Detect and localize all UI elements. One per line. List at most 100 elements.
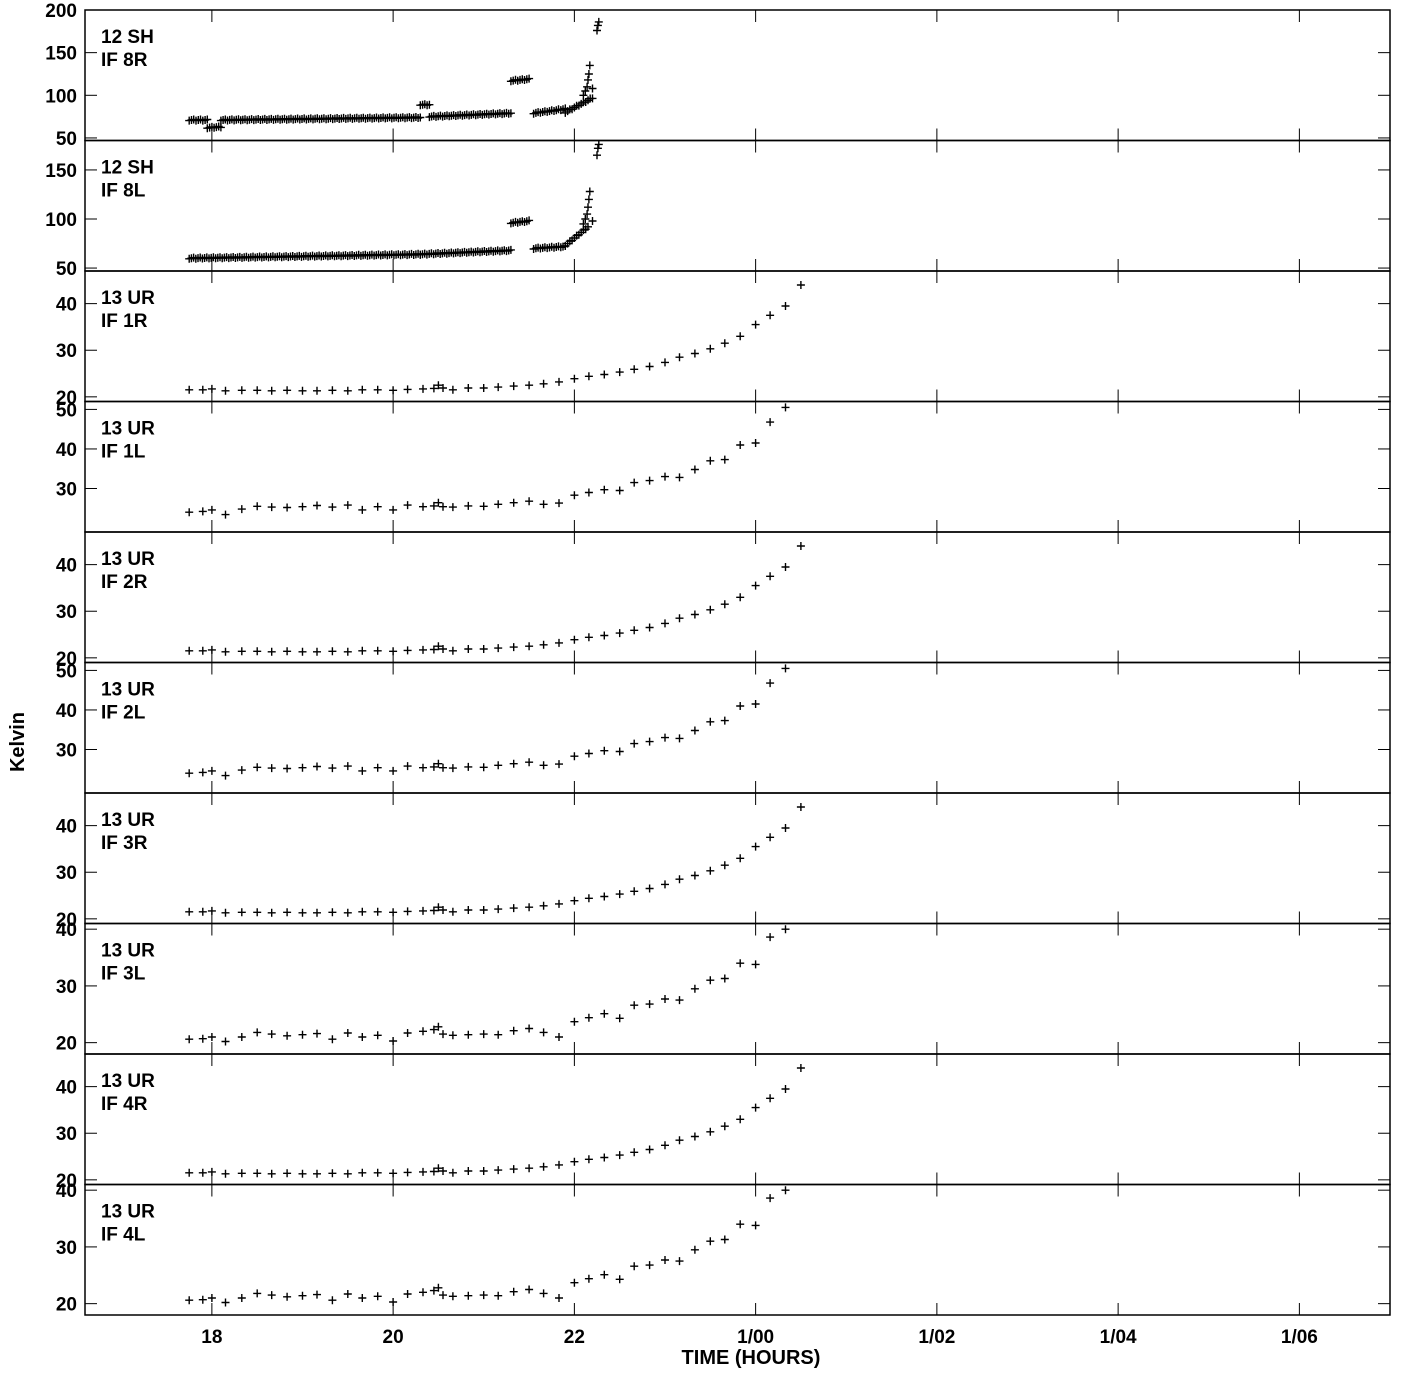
data-point [781, 664, 790, 673]
data-point [434, 1022, 443, 1031]
data-point [706, 866, 715, 875]
data-point [203, 115, 212, 124]
data-point [781, 925, 790, 934]
data-point [781, 563, 790, 571]
data-point [796, 542, 805, 550]
panel-label: 13 UR [101, 1071, 155, 1092]
data-point [675, 996, 684, 1005]
y-tick-label: 50 [56, 129, 77, 150]
data-point [429, 906, 438, 915]
data-point [429, 645, 438, 654]
y-tick-label: 40 [56, 920, 77, 941]
data-point [796, 803, 805, 811]
data-point [509, 904, 518, 913]
data-point [313, 1169, 321, 1178]
data-point [736, 854, 745, 863]
data-point [645, 623, 654, 632]
data-point [389, 1169, 398, 1178]
data-point [645, 1000, 654, 1009]
data-point [630, 1148, 639, 1157]
data-point [579, 219, 588, 228]
data-point [343, 1169, 352, 1178]
data-point [373, 1168, 382, 1177]
data-point [509, 1165, 518, 1174]
data-point [253, 647, 262, 656]
data-point [781, 824, 790, 832]
data-point [736, 1220, 745, 1229]
y-tick-label: 20 [56, 388, 77, 409]
panel-label: IF 2L [101, 703, 146, 724]
data-point [675, 353, 684, 362]
data-point [584, 488, 593, 497]
data-point [198, 1295, 207, 1304]
data-point [525, 1285, 534, 1294]
y-tick-label: 20 [56, 910, 77, 931]
data-point [600, 892, 609, 901]
data-point [439, 502, 447, 511]
data-point [509, 643, 518, 652]
data-point [796, 281, 805, 289]
data-point [509, 382, 518, 391]
data-point [584, 1155, 593, 1164]
data-point [509, 1287, 518, 1296]
data-point [555, 1033, 563, 1041]
data-point [221, 386, 230, 395]
panel-label: 13 UR [101, 941, 155, 962]
data-point [389, 647, 398, 656]
data-point [267, 647, 276, 656]
y-tick-label: 20 [56, 1034, 77, 1055]
data-point [439, 906, 447, 914]
data-point [448, 646, 457, 655]
data-point [525, 216, 534, 225]
data-point [539, 1162, 548, 1171]
data-point [221, 1037, 230, 1046]
data-point [588, 94, 597, 103]
data-point [584, 749, 593, 758]
data-point [198, 507, 207, 516]
data-point [358, 646, 367, 655]
data-point [373, 907, 382, 916]
data-point [690, 465, 699, 474]
data-point [600, 746, 609, 755]
data-point [494, 383, 503, 392]
panel-label: 13 UR [101, 549, 155, 570]
data-point [593, 151, 601, 160]
data-point [494, 1030, 503, 1039]
data-point [429, 1167, 438, 1176]
data-point [584, 633, 593, 642]
panel-label: 13 UR [101, 288, 155, 309]
panel-label: IF 3L [101, 964, 146, 985]
data-point [237, 908, 246, 917]
data-point [751, 320, 760, 329]
data-point [419, 1288, 427, 1297]
data-point [328, 1169, 337, 1178]
data-point [630, 1001, 639, 1010]
data-point [185, 1168, 194, 1177]
data-point [373, 1292, 382, 1301]
data-point [267, 764, 276, 773]
data-point [615, 368, 624, 377]
data-point [479, 1167, 488, 1175]
panel-label: 12 SH [101, 158, 154, 179]
data-point [675, 1136, 684, 1145]
data-point [720, 716, 729, 725]
data-point [419, 1027, 427, 1036]
data-point [429, 384, 438, 393]
panel-frame [84, 661, 1391, 794]
panel-label: IF 4L [101, 1225, 146, 1246]
data-point [464, 906, 473, 914]
data-point [539, 761, 548, 770]
data-point [675, 614, 684, 623]
data-point [198, 646, 207, 655]
data-point [630, 739, 639, 748]
data-point [781, 302, 790, 310]
data-point [615, 629, 624, 638]
data-point [615, 1151, 624, 1160]
data-point [298, 908, 307, 917]
data-point [313, 1290, 321, 1299]
x-tick-label: 1/04 [1100, 1327, 1137, 1348]
